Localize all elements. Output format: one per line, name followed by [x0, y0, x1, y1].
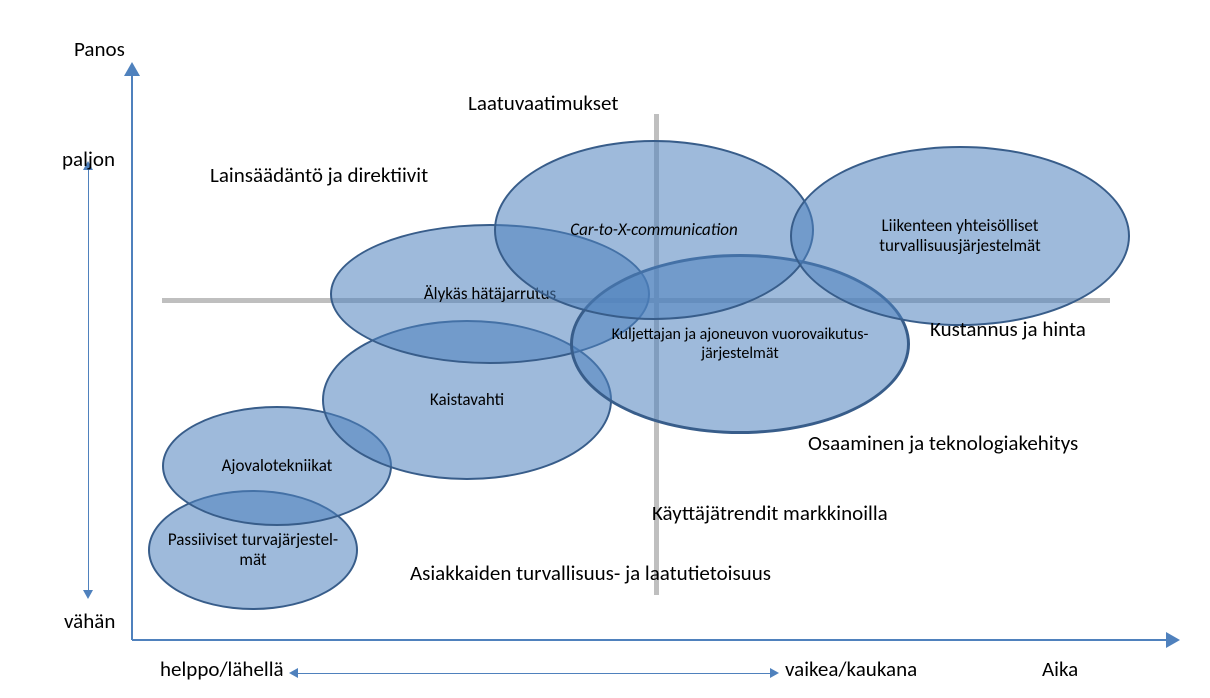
x-scale-arrow-left — [289, 668, 298, 678]
ellipse-collab: Liikenteen yhteisölliset turvallisuusjär… — [790, 146, 1130, 326]
ellipse-collab-label: Liikenteen yhteisölliset turvallisuusjär… — [808, 212, 1113, 261]
y-scale-arrow-down — [83, 590, 93, 599]
ellipse-driverveh-label: Kuljettajan ja ajoneuvon vuorovaikutus-j… — [588, 321, 893, 367]
ellipse-lane-label: Kaistavahti — [422, 386, 512, 414]
label-x-right: vaikea/kaukana — [785, 656, 917, 682]
ellipse-headlight-label: Ajovalotekniikat — [214, 452, 341, 480]
ellipse-passive-label: Passiiviset turvajärjestel-mät — [156, 526, 351, 575]
x-axis-arrowhead — [1166, 632, 1180, 648]
y-axis-arrowhead — [124, 62, 140, 76]
label-y-low: vähän — [64, 608, 115, 634]
x-scale-arrow-right — [770, 668, 779, 678]
label-center-lower: Käyttäjätrendit markkinoilla — [652, 500, 888, 526]
label-y-title: Panos — [74, 36, 125, 62]
y-axis — [131, 74, 133, 640]
ellipse-car2x: Car-to-X-communication — [494, 140, 814, 320]
label-top-center: Laatuvaatimukset — [468, 90, 618, 116]
label-right-mid: Kustannus ja hinta — [930, 316, 1086, 342]
label-top-left: Lainsäädäntö ja direktiivit — [210, 162, 428, 188]
x-axis — [132, 639, 1166, 641]
ellipse-car2x-label: Car-to-X-communication — [562, 216, 745, 244]
label-right-lower: Osaaminen ja teknologiakehitys — [808, 430, 1078, 456]
x-scale-line — [298, 673, 770, 674]
label-bottom-center: Asiakkaiden turvallisuus- ja laatutietoi… — [410, 560, 771, 586]
label-y-high: paljon — [62, 146, 115, 172]
y-scale-line — [88, 170, 89, 590]
label-x-title: Aika — [1042, 656, 1078, 682]
label-x-left: helppo/lähellä — [160, 656, 284, 682]
